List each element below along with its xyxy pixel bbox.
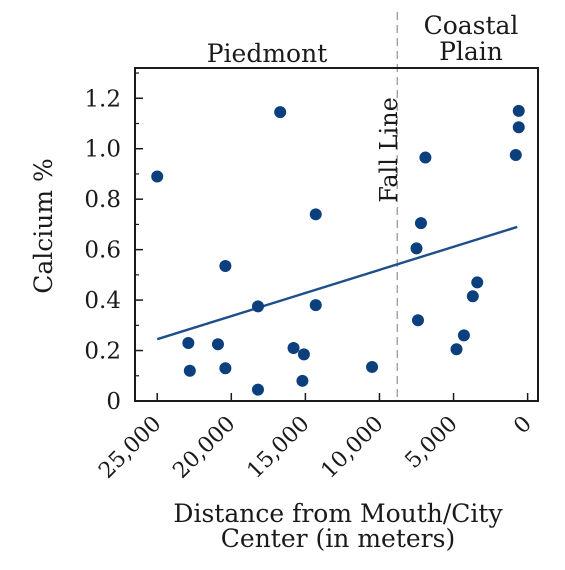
data-point — [296, 374, 309, 387]
x-tick-label: 15,000 — [243, 412, 315, 484]
data-point — [512, 121, 525, 134]
data-point — [309, 208, 322, 221]
points-group — [151, 104, 525, 396]
data-point — [410, 242, 423, 255]
data-point — [251, 300, 264, 313]
fall-line-label: Fall Line — [375, 97, 403, 203]
data-point — [512, 104, 525, 117]
region-label-coastal-line-2: Plain — [439, 37, 503, 66]
axis-group: 0 0.2 0.4 0.6 0.8 1.0 1.2 25,000 20,000 15,000 10,… — [84, 72, 537, 484]
y-tick-label: 1.2 — [84, 86, 121, 112]
data-point — [274, 106, 287, 119]
trendline — [156, 225, 518, 341]
data-point — [251, 383, 264, 396]
y-tick-label: 0.8 — [84, 187, 121, 213]
x-tick-label: 0 — [509, 412, 537, 440]
y-tick-label: 1.0 — [84, 137, 121, 163]
data-point — [457, 329, 470, 342]
data-point — [309, 299, 322, 312]
data-point — [287, 342, 300, 355]
data-point — [366, 360, 379, 373]
data-point — [219, 260, 232, 273]
data-point — [414, 217, 427, 230]
x-tick-label: 10,000 — [317, 412, 389, 484]
data-point — [183, 364, 196, 377]
x-axis-label-line-2: Center (in meters) — [221, 524, 455, 553]
y-tick-label: 0.6 — [84, 238, 121, 264]
x-tick-label: 25,000 — [94, 412, 166, 484]
data-point — [182, 336, 195, 349]
data-point — [450, 343, 463, 356]
data-point — [419, 151, 432, 164]
plot-frame — [134, 67, 539, 402]
y-tick-label: 0.4 — [84, 288, 121, 314]
data-point — [471, 276, 484, 289]
y-tick-label: 0 — [106, 389, 121, 415]
x-axis-label-line-1: Distance from Mouth/City — [173, 499, 503, 528]
x-tick-label: 5,000 — [401, 412, 463, 474]
data-point — [151, 170, 164, 183]
data-point — [211, 338, 224, 351]
y-axis-label: Calcium % — [29, 158, 58, 294]
y-tick-label: 0.2 — [84, 339, 121, 365]
region-label-piedmont: Piedmont — [207, 39, 328, 68]
trendline-group — [156, 225, 518, 341]
data-point — [411, 314, 424, 327]
data-point — [466, 290, 479, 303]
data-point — [509, 149, 522, 162]
region-label-coastal-line-1: Coastal — [424, 11, 519, 40]
x-tick-label: 20,000 — [168, 412, 240, 484]
data-point — [219, 362, 232, 375]
data-point — [297, 348, 310, 361]
